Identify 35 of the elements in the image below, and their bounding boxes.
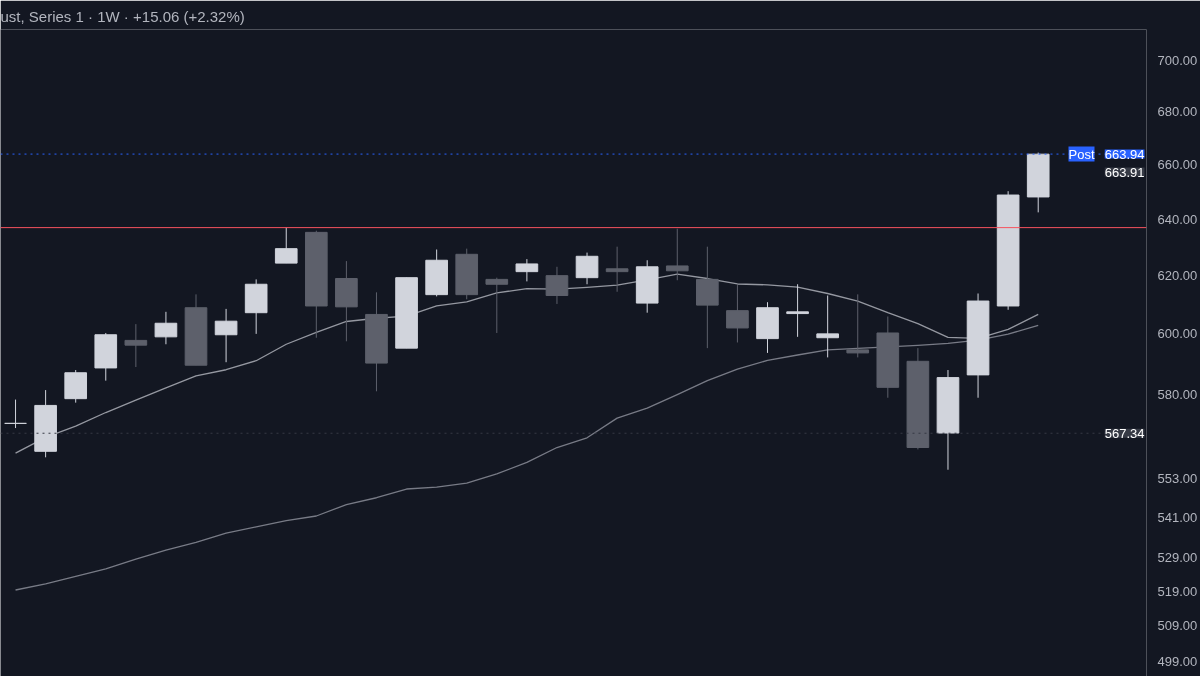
y-tick-label: 541.00	[1157, 510, 1198, 526]
candlestick	[214, 308, 238, 363]
y-tick-label: 640.00	[1157, 211, 1198, 227]
line-series	[14, 324, 1039, 591]
y-tick-label: 553.00	[1157, 471, 1198, 487]
candlestick	[605, 246, 629, 293]
candlestick	[665, 228, 689, 281]
ref-line-label: 663.94	[1104, 146, 1145, 162]
y-tick-label: 620.00	[1157, 268, 1198, 284]
candlestick	[846, 293, 870, 358]
candlestick	[726, 284, 749, 343]
ref-line-label: 567.34	[1104, 425, 1145, 441]
candlestick	[575, 252, 599, 285]
y-tick-label: 700.00	[1157, 52, 1198, 68]
y-tick-label: 680.00	[1157, 104, 1198, 120]
y-tick-label: 519.00	[1157, 583, 1198, 599]
line-series	[14, 273, 1039, 454]
chart-title: ust, Series 1 · 1W · +15.06 (+2.32%)	[0, 7, 245, 25]
candlestick	[4, 399, 27, 429]
candlestick	[786, 283, 809, 338]
y-tick-label: 499.00	[1157, 653, 1198, 669]
candlestick	[545, 266, 569, 305]
y-tick-label: 509.00	[1157, 618, 1198, 634]
y-tick-label: 600.00	[1157, 326, 1198, 342]
text: Post	[1068, 146, 1095, 162]
text: 663.91	[1104, 164, 1145, 180]
candlestick	[485, 277, 509, 334]
y-tick-label: 660.00	[1157, 157, 1198, 173]
candlestick	[154, 311, 178, 345]
candlestick	[124, 323, 148, 368]
candlestick	[274, 227, 298, 264]
candlestick	[816, 295, 839, 358]
candlestick	[515, 258, 539, 282]
y-tick-label: 529.00	[1157, 549, 1198, 565]
y-tick-label: 580.00	[1157, 386, 1198, 402]
